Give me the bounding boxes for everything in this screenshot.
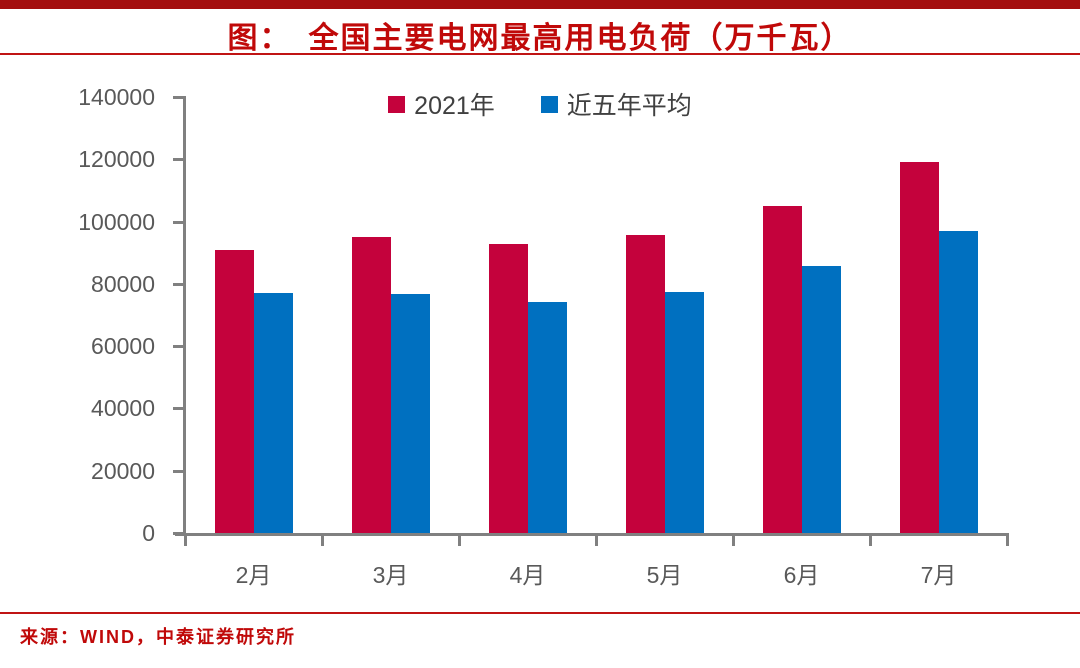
y-tick-mark	[173, 96, 185, 99]
legend-swatch-icon	[388, 95, 406, 113]
bar	[253, 293, 293, 533]
bar	[801, 266, 841, 533]
bar	[664, 291, 704, 533]
y-tick-label: 60000	[91, 333, 155, 360]
source-note: 来源：WIND，中泰证券研究所	[20, 627, 296, 647]
y-tick-mark	[173, 345, 185, 349]
bar	[527, 301, 567, 533]
y-tick-label: 140000	[78, 84, 155, 110]
legend-item: 2021年	[388, 86, 495, 122]
y-tick-mark	[173, 282, 185, 286]
bar	[762, 205, 802, 533]
y-tick-mark	[173, 220, 185, 224]
y-tick-label: 120000	[78, 146, 155, 173]
x-tick-mark	[184, 536, 187, 546]
x-axis-label: 2月	[235, 562, 272, 588]
bar	[214, 249, 254, 533]
title-divider-line	[0, 53, 1080, 55]
y-tick-mark	[173, 469, 185, 473]
x-tick-mark	[869, 536, 872, 546]
bar	[899, 161, 939, 533]
bar	[938, 230, 978, 533]
bar	[625, 235, 665, 533]
chart-legend: 2021年 近五年平均	[0, 86, 1080, 122]
x-axis-label: 5月	[646, 562, 683, 588]
x-tick-mark	[458, 536, 461, 546]
x-axis-label: 7月	[920, 562, 957, 588]
x-tick-mark	[732, 536, 735, 546]
x-axis-label: 3月	[372, 562, 409, 588]
top-accent-bar	[0, 0, 1080, 9]
x-axis-line	[175, 533, 1009, 536]
x-tick-mark	[321, 536, 324, 546]
y-tick-label: 20000	[91, 457, 155, 484]
legend-item: 近五年平均	[540, 86, 692, 122]
x-tick-mark	[595, 536, 598, 546]
legend-label: 2021年	[414, 92, 495, 120]
bar	[488, 244, 528, 533]
y-tick-label: 80000	[91, 270, 155, 297]
y-tick-label: 40000	[91, 395, 155, 422]
x-axis-label: 6月	[783, 562, 820, 588]
y-axis-line	[183, 96, 186, 536]
bar	[351, 237, 391, 533]
y-tick-mark	[173, 532, 185, 535]
chart-title: 图： 全国主要电网最高用电负荷（万千瓦）	[227, 22, 853, 55]
y-tick-label: 100000	[78, 208, 155, 235]
y-tick-mark	[173, 158, 185, 162]
x-axis-label: 4月	[509, 562, 546, 588]
legend-label: 近五年平均	[566, 92, 692, 120]
footer-divider-line	[0, 612, 1080, 614]
y-tick-label: 0	[142, 520, 155, 546]
bar	[390, 293, 430, 533]
x-tick-mark	[1006, 536, 1009, 546]
legend-swatch-icon	[540, 95, 558, 113]
y-tick-mark	[173, 407, 185, 411]
